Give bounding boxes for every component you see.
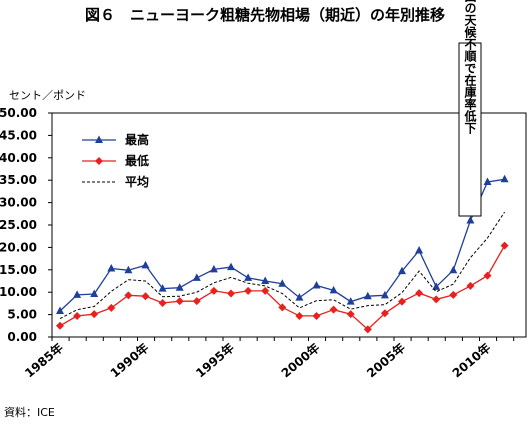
diamond-marker bbox=[56, 321, 64, 330]
diamond-marker bbox=[449, 290, 458, 299]
triangle-marker bbox=[90, 289, 99, 297]
legend-item: 最高 bbox=[82, 132, 149, 147]
triangle-marker bbox=[56, 306, 64, 315]
legend-label: 最低 bbox=[125, 153, 149, 168]
triangle-marker bbox=[95, 135, 103, 143]
diamond-marker bbox=[261, 286, 270, 295]
triangle-marker bbox=[415, 246, 424, 254]
y-axis-unit-label: セント／ポンド bbox=[9, 89, 86, 102]
diamond-marker bbox=[209, 286, 218, 295]
y-axis: 0.00 5.00 10.00 15.00 20.00 25.00 30.00 35.00 40… bbox=[0, 106, 52, 344]
triangle-marker bbox=[500, 174, 509, 183]
chart-title: 図６ ニューヨーク粗糖先物相場（期近）の年別推移 bbox=[85, 6, 445, 24]
triangle-marker bbox=[466, 216, 475, 224]
triangle-marker bbox=[295, 293, 304, 301]
diamond-marker bbox=[466, 281, 475, 290]
triangle-marker bbox=[73, 290, 82, 298]
triangle-marker bbox=[449, 265, 458, 274]
annotation-box bbox=[458, 42, 482, 217]
triangle-marker bbox=[363, 291, 372, 300]
diamond-marker bbox=[312, 311, 321, 320]
diamond-marker bbox=[192, 297, 201, 306]
x-tick-label: 1990年 bbox=[107, 340, 151, 381]
annotation: 各国の天候不順で在庫率低下 bbox=[458, 0, 482, 217]
triangle-marker bbox=[278, 279, 287, 287]
diamond-marker bbox=[95, 157, 103, 165]
diamond-marker bbox=[124, 291, 133, 300]
series-layer bbox=[56, 174, 509, 334]
diamond-marker bbox=[329, 305, 338, 314]
legend-item: 最低 bbox=[82, 153, 149, 168]
diamond-marker bbox=[90, 310, 99, 319]
x-tick-label: 2005年 bbox=[364, 340, 408, 381]
triangle-marker bbox=[261, 276, 270, 284]
diamond-marker bbox=[158, 298, 167, 307]
triangle-marker bbox=[329, 285, 338, 294]
diamond-marker bbox=[227, 289, 235, 298]
diamond-marker bbox=[483, 271, 492, 280]
x-tick-label: 2000年 bbox=[278, 340, 322, 381]
triangle-marker bbox=[175, 283, 184, 291]
x-tick-label: 2010年 bbox=[449, 340, 493, 381]
triangle-marker bbox=[483, 177, 492, 185]
triangle-marker bbox=[398, 266, 406, 275]
x-tick-label: 1985年 bbox=[22, 340, 66, 381]
diamond-marker bbox=[295, 311, 304, 320]
triangle-marker bbox=[158, 284, 167, 292]
series-3 bbox=[59, 211, 506, 320]
diamond-marker bbox=[415, 289, 424, 298]
y-tick-label: 25.00 bbox=[0, 218, 37, 232]
y-tick-label: 20.00 bbox=[0, 240, 37, 254]
plot-frame bbox=[51, 112, 527, 338]
x-tick-label: 1995年 bbox=[193, 340, 237, 381]
annotation-text: 各国の天候不順で在庫率低下 bbox=[463, 0, 477, 135]
legend-item: 平均 bbox=[82, 174, 149, 189]
triangle-marker bbox=[227, 262, 235, 271]
diamond-marker bbox=[73, 311, 82, 320]
source-note: 資料：ICE bbox=[4, 405, 55, 419]
x-axis: 1985年 1990年 1995年 2000年 2005年 2010年 bbox=[22, 337, 515, 381]
triangle-marker bbox=[312, 280, 321, 289]
diamond-marker bbox=[141, 292, 150, 301]
diamond-marker bbox=[244, 286, 253, 295]
legend-label: 平均 bbox=[125, 174, 149, 189]
y-tick-label: 30.00 bbox=[0, 196, 37, 210]
diamond-marker bbox=[346, 310, 355, 319]
triangle-marker bbox=[209, 264, 218, 273]
triangle-marker bbox=[244, 273, 253, 281]
diamond-marker bbox=[380, 309, 389, 318]
y-tick-label: 15.00 bbox=[0, 263, 37, 277]
triangle-marker bbox=[380, 290, 389, 299]
diamond-marker bbox=[363, 325, 372, 334]
triangle-marker bbox=[432, 282, 441, 290]
y-tick-label: 35.00 bbox=[0, 173, 37, 187]
diamond-marker bbox=[175, 297, 184, 306]
y-tick-label: 45.00 bbox=[0, 128, 37, 142]
triangle-marker bbox=[192, 273, 201, 281]
diamond-marker bbox=[500, 241, 509, 250]
y-tick-label: 5.00 bbox=[7, 308, 37, 322]
triangle-marker bbox=[107, 263, 116, 272]
series-line bbox=[59, 211, 506, 320]
triangle-marker bbox=[346, 297, 355, 305]
y-tick-label: 0.00 bbox=[7, 330, 37, 344]
y-tick-label: 40.00 bbox=[0, 151, 37, 165]
diamond-marker bbox=[107, 303, 116, 312]
y-tick-label: 50.00 bbox=[0, 106, 37, 120]
diamond-marker bbox=[278, 303, 287, 312]
diamond-marker bbox=[398, 297, 406, 306]
triangle-marker bbox=[141, 260, 150, 269]
legend-label: 最高 bbox=[125, 132, 149, 147]
y-tick-label: 10.00 bbox=[0, 285, 37, 299]
series-2 bbox=[56, 241, 509, 334]
triangle-marker bbox=[124, 265, 133, 274]
series-1 bbox=[56, 174, 509, 315]
diamond-marker bbox=[432, 295, 441, 304]
